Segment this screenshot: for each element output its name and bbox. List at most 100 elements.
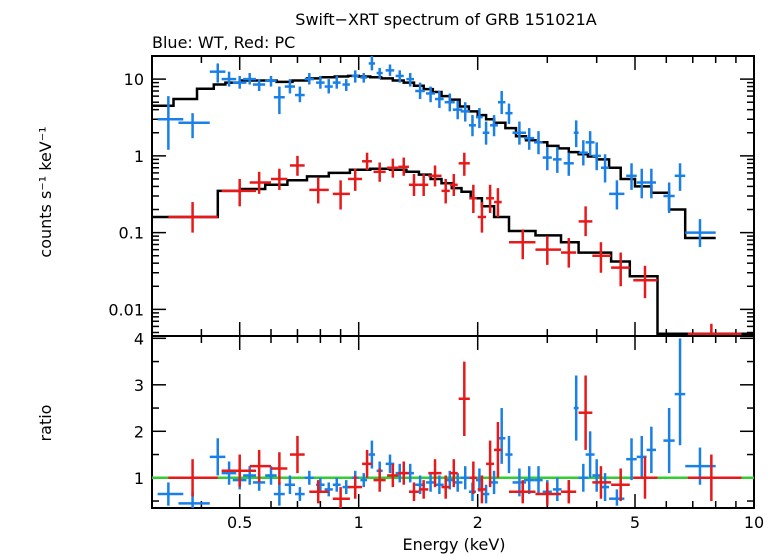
spectrum-y-tick-label: 1 (134, 147, 144, 166)
data-point-pc (469, 461, 477, 495)
data-point-pc (387, 158, 399, 178)
data-point-pc (633, 456, 658, 499)
data-point-wt (435, 90, 444, 109)
data-point-wt (497, 90, 506, 115)
x-tick-label: 2 (473, 513, 483, 532)
data-point-wt (609, 180, 625, 210)
chart-subtitle: Blue: WT, Red: PC (152, 33, 295, 52)
data-point-wt (592, 459, 601, 492)
model-step-line (152, 74, 716, 240)
data-point-pc (221, 178, 257, 207)
data-point-wt (324, 79, 333, 94)
data-point-pc (418, 480, 429, 499)
data-point-wt (368, 56, 376, 71)
data-point-wt (273, 482, 285, 506)
data-point-pc (486, 184, 495, 214)
data-point-wt (351, 70, 359, 83)
data-point-pc (408, 482, 419, 502)
data-point-pc (449, 174, 458, 196)
data-point-wt (178, 113, 210, 139)
data-point-wt (685, 219, 716, 247)
data-point-pc (249, 449, 271, 483)
data-point-wt (316, 75, 325, 89)
ratio-y-tick-label: 3 (134, 376, 144, 395)
x-tick-label: 10 (744, 513, 764, 532)
data-point-wt (265, 75, 277, 87)
data-point-wt (600, 473, 610, 502)
ratio-y-axis-label: ratio (36, 405, 55, 442)
data-point-wt (460, 102, 470, 122)
data-point-wt (663, 408, 675, 474)
data-point-pc (332, 487, 350, 508)
data-point-wt (512, 121, 527, 145)
x-tick-label: 5 (630, 513, 640, 532)
data-point-wt (284, 475, 295, 495)
data-point-wt (552, 147, 562, 173)
data-point-wt (646, 168, 656, 199)
data-point-pc (687, 323, 742, 336)
data-point-pc (221, 454, 257, 488)
data-point-wt (475, 108, 483, 129)
data-point-wt (482, 484, 490, 504)
data-point-wt (324, 482, 333, 497)
data-point-pc (611, 252, 630, 287)
data-point-pc (428, 459, 442, 488)
data-point-wt (221, 461, 237, 485)
data-point-pc (561, 480, 577, 504)
data-point-wt (524, 466, 535, 495)
data-point-pc (486, 440, 495, 488)
ratio-panel: 1 2 3 4 0.5 1 2 5 10 (134, 329, 764, 532)
data-point-pc (561, 238, 577, 268)
data-point-wt (157, 96, 184, 150)
data-point-wt (626, 163, 637, 190)
x-tick-label: 0.5 (227, 513, 252, 532)
data-point-wt (578, 463, 588, 492)
data-point-wt (435, 475, 444, 495)
data-point-pc (441, 475, 450, 499)
data-point-wt (395, 70, 404, 83)
spectrum-panel: 0.01 0.1 1 10 (108, 55, 755, 337)
data-point-wt (294, 86, 305, 103)
data-point-wt (209, 438, 226, 476)
data-point-wt (674, 163, 686, 191)
data-point-pc (398, 461, 409, 485)
data-point-pc (362, 449, 372, 478)
data-point-wt (490, 115, 498, 137)
data-point-wt (360, 73, 368, 83)
data-point-pc (611, 468, 630, 502)
data-point-pc (309, 480, 329, 504)
data-point-pc (477, 202, 487, 233)
data-point-wt (482, 121, 490, 145)
data-point-wt (663, 182, 675, 214)
data-point-pc (469, 184, 477, 214)
data-point-wt (273, 86, 285, 115)
x-tick-label: 1 (354, 513, 364, 532)
data-point-wt (505, 435, 513, 474)
data-point-wt (460, 466, 470, 490)
data-point-wt (585, 131, 595, 156)
chart-title: Swift−XRT spectrum of GRB 151021A (295, 10, 596, 29)
data-point-wt (304, 470, 314, 485)
data-point-wt (636, 168, 647, 199)
spectrum-y-tick-label: 0.01 (108, 300, 144, 319)
data-point-pc (508, 229, 536, 260)
data-point-wt (592, 142, 601, 171)
data-point-wt (304, 73, 314, 85)
data-point-wt (385, 64, 395, 76)
data-point-wt (426, 473, 436, 492)
data-point-pc (348, 168, 363, 191)
data-point-pc (270, 452, 288, 485)
data-point-wt (221, 71, 237, 87)
data-point-wt (573, 375, 579, 441)
data-point-pc (289, 435, 305, 474)
data-point-pc (494, 422, 502, 478)
data-point-wt (332, 75, 341, 89)
data-point-pc (373, 468, 386, 492)
data-point-wt (505, 103, 513, 125)
data-point-pc (168, 459, 218, 497)
data-point-pc (592, 242, 612, 273)
data-point-pc (398, 157, 409, 176)
data-point-wt (563, 152, 574, 176)
data-point-wt (157, 482, 184, 506)
ratio-y-tick-label: 2 (134, 422, 144, 441)
